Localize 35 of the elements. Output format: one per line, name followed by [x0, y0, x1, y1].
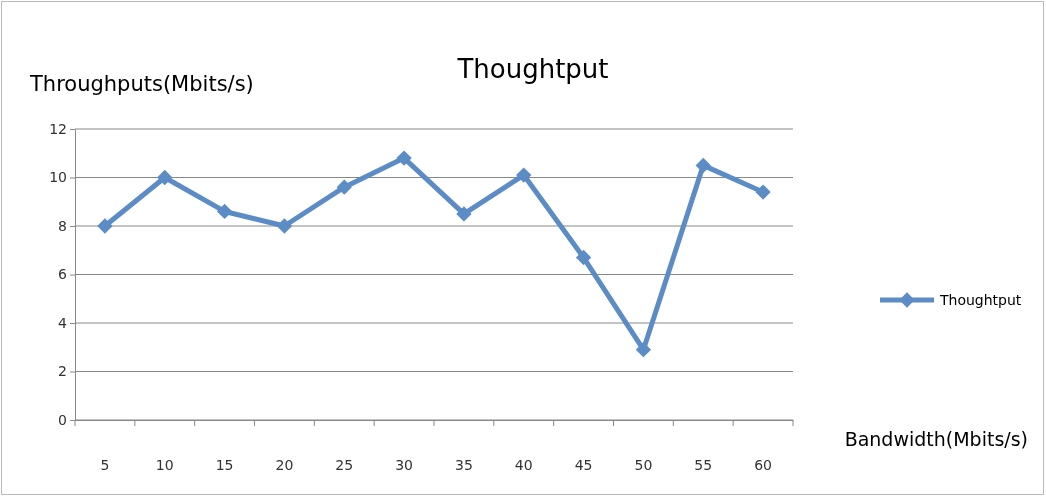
point [276, 218, 293, 234]
y-tick-label: 4 [58, 314, 68, 331]
point [695, 157, 711, 174]
point [396, 150, 412, 166]
x-tick-label: 60 [754, 456, 772, 473]
x-axis-title: Bandwidth(Mbits/s) [844, 428, 1028, 450]
x-tick-label: 30 [395, 456, 413, 473]
y-tick-label: 12 [49, 120, 67, 137]
y-axis-title: Throughputs(Mbits/s) [29, 72, 254, 96]
point [635, 342, 652, 358]
point [157, 169, 173, 186]
point [516, 167, 532, 183]
point [216, 203, 233, 220]
point [336, 179, 352, 195]
point [755, 184, 771, 200]
x-tick-label: 35 [455, 456, 473, 473]
x-tick-label: 15 [215, 456, 234, 473]
point [97, 218, 113, 234]
point [575, 249, 592, 266]
x-tick-label: 40 [514, 456, 533, 473]
y-tick-label: 8 [58, 217, 67, 234]
y-tick-label: 10 [49, 169, 67, 186]
legend-label: Thoughtput [939, 292, 1022, 308]
y-tick-label: 2 [58, 363, 67, 380]
x-tick-label: 25 [335, 456, 354, 473]
x-tick-label: 55 [694, 456, 713, 473]
y-tick-label: 0 [58, 411, 67, 428]
x-tick-label: 50 [634, 456, 653, 473]
chart-title: Thoughtput [456, 54, 609, 84]
x-tick-label: 45 [574, 456, 593, 473]
point [456, 206, 472, 222]
y-tick-label: 6 [58, 266, 68, 283]
x-tick-label: 5 [100, 456, 110, 473]
x-tick-label: 20 [275, 456, 294, 473]
x-tick-label: 10 [155, 456, 174, 473]
